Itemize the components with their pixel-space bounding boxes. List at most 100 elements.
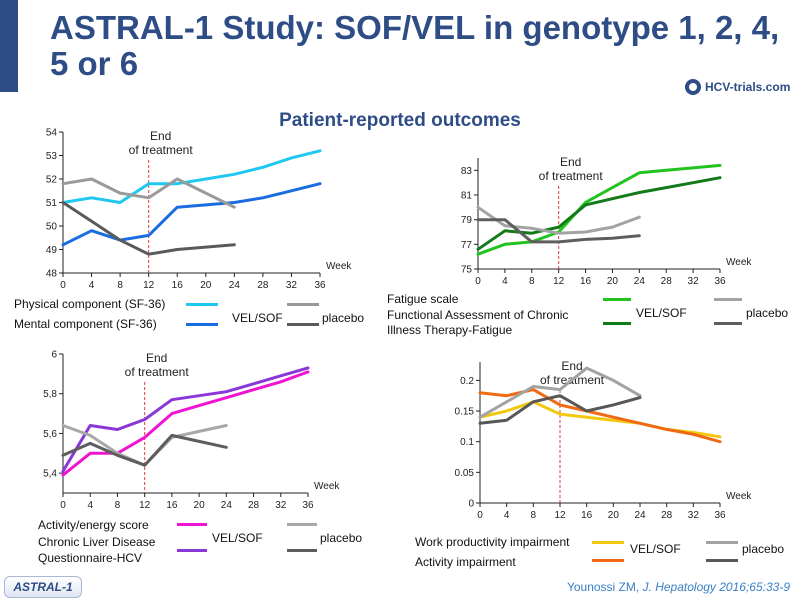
- x-tick-label: 32: [275, 500, 287, 511]
- legend-label-activity-impairment: Activity impairment: [415, 555, 516, 569]
- series-line-phys-placebo: [61, 177, 236, 209]
- y-tick-label: 77: [461, 240, 473, 251]
- legend-group-velsof: VEL/SOF: [636, 306, 687, 320]
- end-of-treatment-label: of treatment: [129, 143, 194, 157]
- y-tick-label: 0.15: [455, 407, 475, 418]
- legend-label-fatigue: Fatigue scale: [387, 292, 459, 306]
- x-tick-label: 32: [688, 510, 700, 521]
- x-tick-label: 32: [286, 280, 298, 291]
- y-tick-label: 5,6: [43, 429, 57, 440]
- series-line-fat-velsof: [476, 163, 722, 256]
- x-tick-label: 20: [194, 500, 206, 511]
- x-tick-label: 4: [502, 276, 508, 287]
- x-tick-label: 0: [60, 500, 66, 511]
- x-tick-label: 28: [257, 280, 269, 291]
- citation-authors: Younossi ZM,: [566, 580, 643, 594]
- legend-swatch-activity-velsof: [177, 523, 207, 526]
- series-line-fat-placebo: [476, 205, 641, 235]
- legend-group-placebo: placebo: [322, 311, 365, 325]
- y-tick-label: 53: [46, 151, 58, 162]
- logo-mark-inner: [689, 83, 697, 91]
- y-tick-label: 50: [46, 222, 58, 233]
- legend-label-work-productivity: Work productivity impairment: [415, 535, 570, 549]
- y-tick-label: 52: [46, 175, 58, 186]
- legend-swatch-physical-placebo: [287, 303, 319, 306]
- x-tick-label: 36: [302, 500, 314, 511]
- series-line-ment-velsof: [61, 182, 322, 247]
- legend-label-physical: Physical component (SF-36): [14, 297, 166, 311]
- legend-swatch-activity-placebo: [287, 523, 317, 526]
- x-tick-label: 4: [87, 500, 93, 511]
- legend-group-placebo: placebo: [320, 531, 363, 545]
- x-tick-label: 8: [531, 510, 537, 521]
- legend-swatch-facit-placebo: [714, 322, 742, 325]
- x-tick-label: 20: [200, 280, 212, 291]
- y-tick-label: 48: [46, 269, 58, 280]
- x-tick-label: 36: [714, 510, 726, 521]
- legend-swatch-work-velsof: [592, 541, 624, 544]
- end-of-treatment-label: End: [561, 359, 582, 373]
- x-tick-label: 24: [229, 280, 241, 291]
- y-tick-label: 49: [46, 245, 58, 256]
- x-tick-label: 28: [661, 276, 673, 287]
- logo-text: HCV-trials.com: [705, 80, 790, 94]
- study-tag: ASTRAL-1: [4, 576, 82, 598]
- x-tick-label: 0: [477, 510, 483, 521]
- y-tick-label: 6: [51, 350, 57, 361]
- x-tick-label: 16: [581, 510, 593, 521]
- series-line-cld-placebo: [61, 433, 228, 467]
- y-tick-label: 83: [461, 166, 473, 177]
- legend-group-velsof: VEL/SOF: [212, 531, 263, 545]
- x-tick-label: 16: [166, 500, 178, 511]
- x-tick-label: 4: [89, 280, 95, 291]
- page-title-text: ASTRAL-1 Study: SOF/VEL in genotype 1, 2…: [50, 9, 780, 82]
- x-tick-label: 12: [553, 276, 565, 287]
- legend-label-facit-2: Illness Therapy-Fatigue: [387, 323, 513, 337]
- x-tick-label: 24: [221, 500, 233, 511]
- legend-group-placebo: placebo: [746, 306, 789, 320]
- x-tick-label: 12: [139, 500, 151, 511]
- legend-swatch-facit-velsof: [603, 322, 631, 325]
- end-of-treatment-label: of treatment: [125, 365, 190, 379]
- x-axis-label: Week: [326, 261, 352, 272]
- legend-swatch-cldq-placebo: [287, 549, 317, 552]
- legend-label-mental: Mental component (SF-36): [14, 317, 157, 331]
- x-tick-label: 28: [248, 500, 260, 511]
- x-tick-label: 8: [115, 500, 121, 511]
- legend-group-velsof: VEL/SOF: [630, 542, 681, 556]
- y-tick-label: 0: [468, 499, 474, 510]
- y-tick-label: 81: [461, 191, 473, 202]
- y-tick-label: 75: [461, 265, 473, 276]
- x-tick-label: 0: [60, 280, 66, 291]
- series-line-facit-placebo: [476, 218, 641, 244]
- x-tick-label: 20: [607, 276, 619, 287]
- y-tick-label: 5,4: [43, 469, 57, 480]
- legend-swatch-fatigue-velsof: [603, 298, 631, 301]
- end-of-treatment-label: End: [560, 155, 581, 169]
- x-axis-label: Week: [726, 491, 752, 502]
- series-line-work-placebo: [478, 366, 642, 419]
- y-tick-label: 54: [46, 128, 58, 139]
- legend-swatch-fatigue-placebo: [714, 298, 742, 301]
- x-tick-label: 24: [634, 276, 646, 287]
- legend-swatch-physical-velsof: [186, 303, 218, 306]
- series-line-cld-velsof: [61, 366, 310, 473]
- x-tick-label: 16: [580, 276, 592, 287]
- legend-swatch-mental-placebo: [287, 323, 319, 326]
- legend-swatch-work-placebo: [706, 541, 738, 544]
- legend-label-activity-energy: Activity/energy score: [38, 518, 149, 532]
- chart-wpai: 00.050.10.150.20 4 8 12 16 20 24 28 32 36WeekEndo…: [455, 359, 753, 521]
- page-title: ASTRAL-1 Study: SOF/VEL in genotype 1, 2…: [50, 10, 800, 82]
- hcv-trials-logo: HCV-trials.com: [685, 79, 790, 95]
- x-tick-label: 8: [117, 280, 123, 291]
- y-tick-label: 5,8: [43, 389, 57, 400]
- title-accent-bar: [0, 0, 18, 92]
- legend-label-cldq-1: Chronic Liver Disease: [38, 535, 156, 549]
- legend-group-placebo: placebo: [742, 542, 785, 556]
- x-axis-label: Week: [726, 257, 752, 268]
- x-tick-label: 24: [634, 510, 646, 521]
- legend-swatch-activity-velsof: [592, 559, 624, 562]
- citation: Younossi ZM, J. Hepatology 2016;65:33-9: [567, 580, 790, 594]
